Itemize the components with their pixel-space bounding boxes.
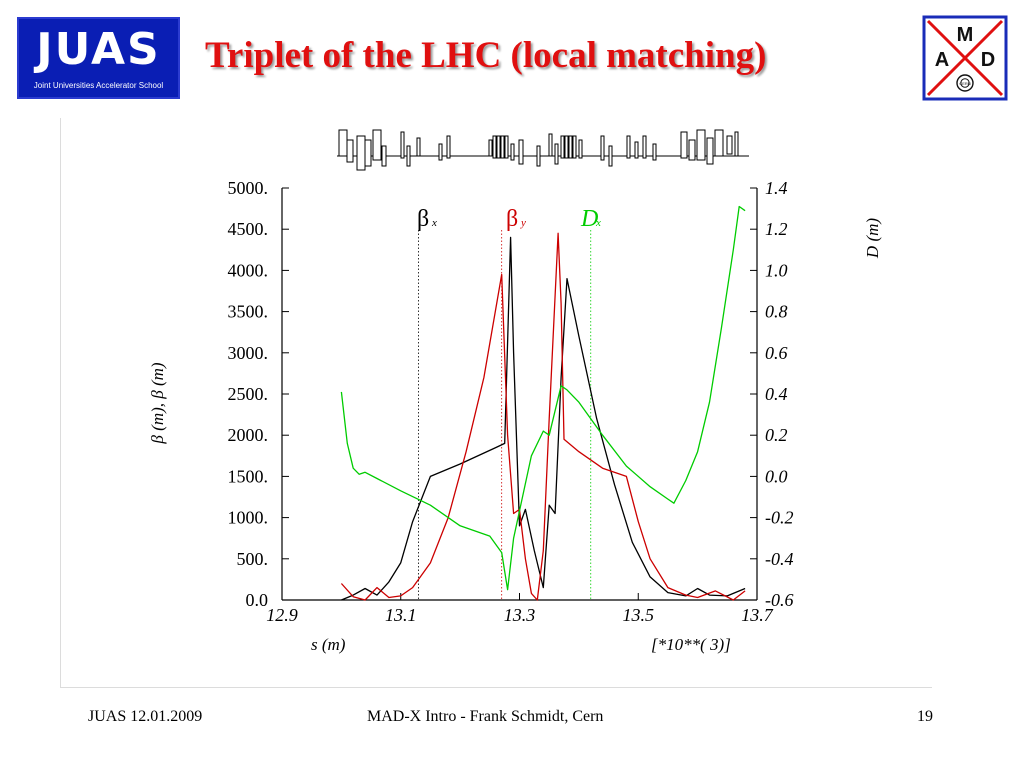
lattice-element <box>346 139 354 163</box>
y-left-tick-label: 1500. <box>228 466 269 486</box>
y-right-tick-label: -0.2 <box>765 508 794 528</box>
lattice-element <box>578 139 583 159</box>
juas-logo-text: JUAS <box>36 24 161 75</box>
lattice-element <box>560 135 565 159</box>
y-right-tick-label: 0.0 <box>765 466 788 486</box>
legend-subscript: x <box>595 217 601 229</box>
y-left-tick-label: 500. <box>237 549 269 569</box>
juas-logo: JUAS Joint Universities Accelerator Scho… <box>17 17 180 99</box>
x-tick-label: 13.3 <box>504 605 536 625</box>
footer-date: JUAS 12.01.2009 <box>88 708 203 725</box>
lattice-element <box>568 135 573 159</box>
legend-symbol: β <box>417 206 429 232</box>
optics-chart: 0.0 500. 1000. 1500. 2000. 2500. 3000. 3500. 400… <box>148 129 882 654</box>
x-tick-label: 13.5 <box>623 605 655 625</box>
lattice-element <box>492 135 497 159</box>
lattice-element <box>438 143 443 161</box>
lattice-element <box>364 139 372 167</box>
y-right-tick-label: 0.8 <box>765 302 788 322</box>
y-right-tick-label: -0.6 <box>765 590 794 610</box>
y-right-tick-label: 1.4 <box>765 178 788 198</box>
mad-logo-a: A <box>935 49 949 71</box>
lattice-element <box>696 129 706 161</box>
lattice-element <box>488 139 493 157</box>
y-right-tick-label: -0.4 <box>765 549 794 569</box>
beta-y-line <box>340 232 746 601</box>
lattice-element <box>504 135 509 159</box>
legend-subscript: y <box>520 217 526 229</box>
mad-logo: M A D CERN <box>922 15 1008 101</box>
y-left-tick-label: 2000. <box>228 425 269 445</box>
lattice-element <box>680 131 688 159</box>
lattice-element <box>688 139 696 161</box>
lattice-element <box>372 129 382 161</box>
lattice-element <box>356 135 366 171</box>
y-right-tick-label: 0.4 <box>765 384 788 404</box>
lattice-element <box>714 129 724 157</box>
juas-logo-subtext: Joint Universities Accelerator School <box>33 81 164 90</box>
lattice-element <box>446 135 451 159</box>
legend-symbol: D <box>580 206 598 232</box>
lattice-element <box>600 135 605 161</box>
lattice-element <box>608 145 613 167</box>
lattice-element <box>406 145 411 167</box>
lattice-element <box>734 131 739 157</box>
cern-emblem-text: CERN <box>959 81 970 86</box>
lattice-element <box>706 137 714 165</box>
x-tick-label: 13.1 <box>385 605 417 625</box>
lattice-element <box>416 137 421 157</box>
y-left-tick-label: 2500. <box>228 384 269 404</box>
y-left-tick-label: 5000. <box>228 178 269 198</box>
lattice-element <box>564 135 569 159</box>
x-tick-label: 12.9 <box>266 605 298 625</box>
dispersion-line <box>340 205 746 591</box>
lattice-element <box>510 143 515 161</box>
mad-logo-m: M <box>957 24 974 46</box>
beta-x-line <box>341 236 746 601</box>
y-left-tick-label: 3500. <box>228 302 269 322</box>
lattice-element <box>626 135 631 159</box>
x-tick-label: 13.7 <box>741 605 774 625</box>
lattice-element <box>642 135 647 159</box>
y-left-axis-label: β (m), β (m) <box>148 362 167 444</box>
page-number: 19 <box>917 708 933 725</box>
y-left-tick-label: 1000. <box>228 508 269 528</box>
lattice-element <box>518 139 524 165</box>
lattice-element <box>572 135 577 159</box>
y-left-tick-label: 0.0 <box>246 590 269 610</box>
y-right-axis-label: D (m) <box>863 218 882 259</box>
lattice-element <box>652 143 657 161</box>
legend-subscript: x <box>431 217 437 229</box>
y-right-tick-label: 0.2 <box>765 425 788 445</box>
y-left-tick-label: 3000. <box>228 343 269 363</box>
x-scale-note: [*10**( 3)] <box>651 635 731 654</box>
lattice-element <box>381 145 387 167</box>
lattice-element <box>634 141 639 159</box>
lattice-element <box>548 133 553 157</box>
lattice-element <box>338 129 348 157</box>
lattice-element <box>500 135 505 159</box>
footer-center: MAD-X Intro - Frank Schmidt, Cern <box>367 708 604 725</box>
y-right-tick-label: 1.2 <box>765 219 788 239</box>
lattice-element <box>554 143 559 165</box>
x-axis-label: s (m) <box>311 635 346 654</box>
lattice-element <box>400 131 405 159</box>
lattice-element <box>726 135 733 155</box>
y-right-tick-label: 1.0 <box>765 260 788 280</box>
plot-frame: 0.0 500. 1000. 1500. 2000. 2500. 3000. 3500. 400… <box>60 118 932 688</box>
cern-emblem: CERN <box>956 74 974 92</box>
lattice-element <box>496 135 501 159</box>
lattice-element <box>536 145 541 167</box>
y-right-tick-label: 0.6 <box>765 343 788 363</box>
page-title: Triplet of the LHC (local matching) <box>205 35 767 76</box>
y-left-tick-label: 4000. <box>228 260 269 280</box>
legend-symbol: β <box>506 206 518 232</box>
y-left-tick-label: 4500. <box>228 219 269 239</box>
mad-logo-d: D <box>981 49 995 71</box>
